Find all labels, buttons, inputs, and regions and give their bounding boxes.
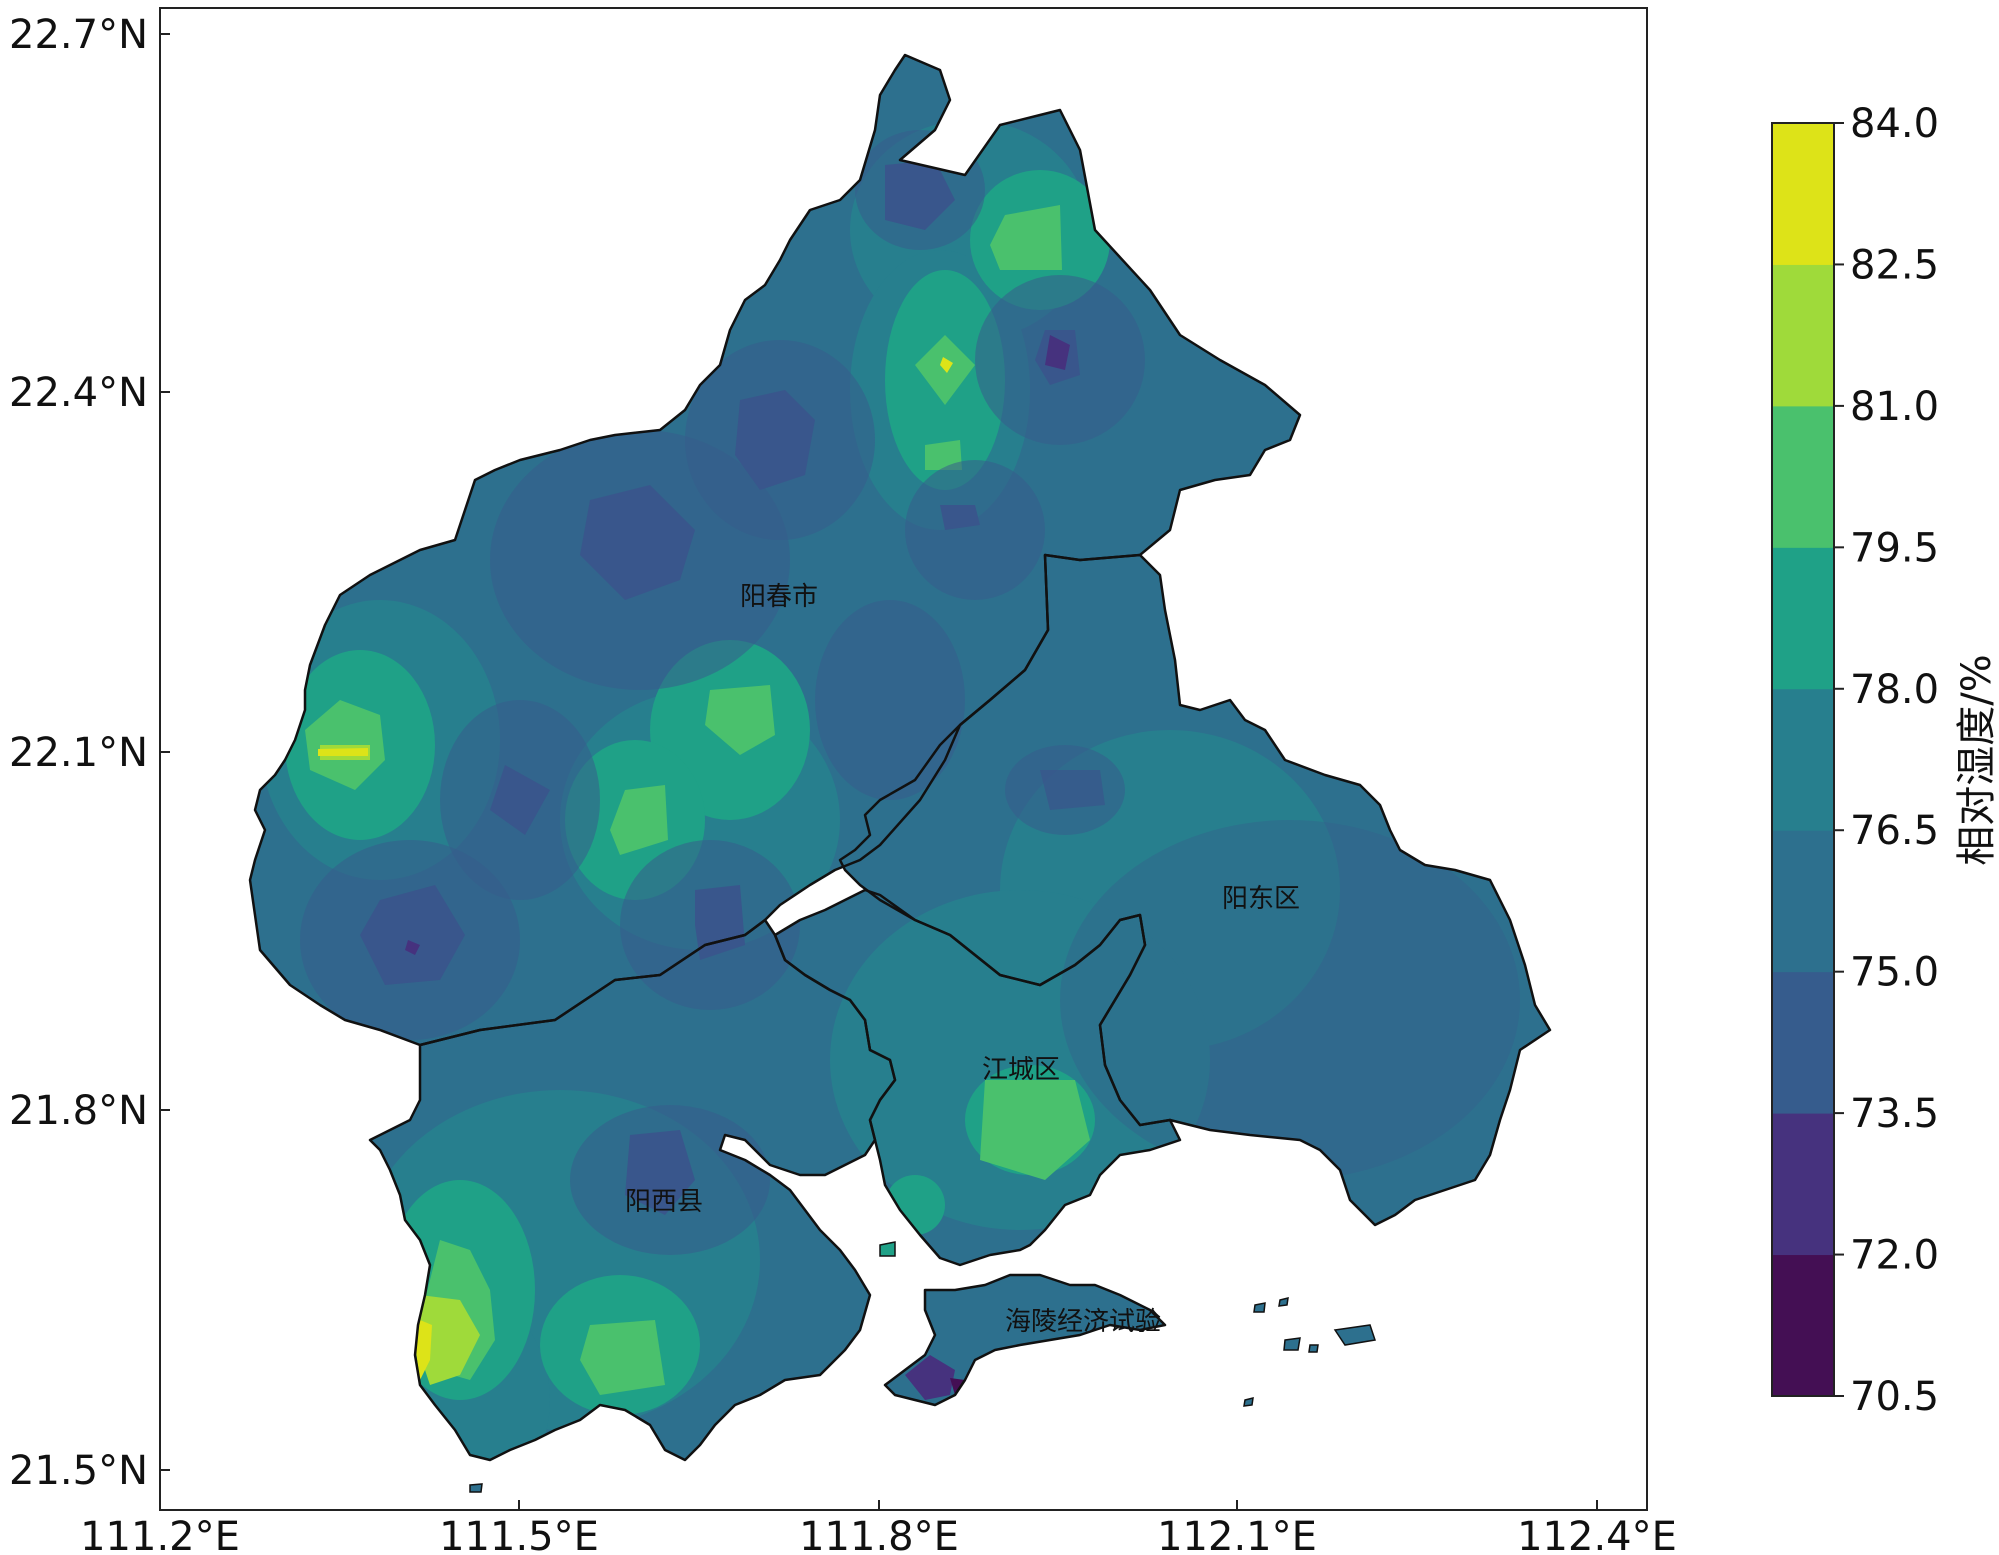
humidity-zone xyxy=(905,460,1045,600)
humidity-zone xyxy=(360,885,465,985)
humidity-zone xyxy=(1045,335,1070,370)
islands xyxy=(469,1241,1376,1493)
colorbar-swatch xyxy=(1772,1113,1834,1256)
colorbar-tick-label: 78.0 xyxy=(1850,667,1939,713)
island xyxy=(1308,1344,1319,1353)
lat-tick-label: 22.7°N xyxy=(9,12,148,58)
island xyxy=(879,1241,896,1257)
humidity-zone xyxy=(695,885,745,960)
humidity-zone xyxy=(415,1320,432,1380)
colorbar-tick-label: 82.5 xyxy=(1850,242,1939,288)
lat-tick-label: 21.8°N xyxy=(9,1088,148,1134)
colorbar-swatch xyxy=(1772,264,1834,407)
lat-tick-label: 22.4°N xyxy=(9,370,148,416)
latitude-axis: 22.7°N 22.4°N 22.1°N 21.8°N 21.5°N xyxy=(9,12,170,1494)
humidity-zone xyxy=(610,785,668,855)
colorbar: 84.0 82.5 81.0 79.5 78.0 76.5 75.0 73.5 72.0 70.5… xyxy=(1771,101,1999,1420)
humidity-zone xyxy=(940,505,980,530)
colorbar-tick-label: 84.0 xyxy=(1850,101,1939,147)
island xyxy=(1333,1324,1376,1346)
island xyxy=(1243,1397,1254,1407)
humidity-zone xyxy=(580,1320,665,1395)
lon-tick-label: 112.1°E xyxy=(1157,1514,1317,1555)
region-label-yangdong: 阳东区 xyxy=(1222,884,1300,914)
humidity-zone xyxy=(990,205,1062,270)
humidity-zone xyxy=(815,600,965,800)
lon-tick-label: 111.5°E xyxy=(439,1514,599,1555)
colorbar-swatch xyxy=(1772,123,1834,265)
humidity-zone xyxy=(885,160,955,230)
colorbar-swatch xyxy=(1772,547,1834,690)
lat-tick-label: 22.1°N xyxy=(9,730,148,776)
humidity-zone xyxy=(940,357,953,373)
region-label-yangxi: 阳西县 xyxy=(625,1187,703,1217)
humidity-zone xyxy=(580,485,695,600)
colorbar-tick-label: 72.0 xyxy=(1850,1233,1939,1279)
humidity-zone xyxy=(980,1080,1090,1180)
colorbar-swatch xyxy=(1772,688,1834,831)
humidity-zone xyxy=(735,390,815,490)
island xyxy=(1283,1337,1301,1351)
colorbar-swatches xyxy=(1772,123,1834,1397)
colorbar-tick-label: 75.0 xyxy=(1850,950,1939,996)
colorbar-tick-label: 73.5 xyxy=(1850,1091,1939,1137)
humidity-zone xyxy=(950,1378,965,1395)
colorbar-swatch xyxy=(1772,830,1834,973)
colorbar-tick-label: 81.0 xyxy=(1850,384,1939,430)
region-label-yangchun: 阳春市 xyxy=(740,582,818,612)
colorbar-frame xyxy=(1771,122,1835,1397)
colorbar-tick-label: 79.5 xyxy=(1850,525,1939,571)
colorbar-label: 相对湿度/% xyxy=(1954,654,1999,865)
humidity-zone xyxy=(625,1130,695,1215)
island xyxy=(1278,1297,1289,1307)
lat-tick-label: 21.5°N xyxy=(9,1448,148,1494)
humidity-zone xyxy=(405,940,420,955)
colorbar-tick-label: 70.5 xyxy=(1850,1374,1939,1420)
colorbar-swatch xyxy=(1772,405,1834,548)
island xyxy=(1253,1302,1266,1313)
humidity-zone xyxy=(705,685,775,755)
humidity-zone xyxy=(318,748,368,756)
lon-tick-label: 111.8°E xyxy=(799,1514,959,1555)
region-label-hailing: 海陵经济试验 xyxy=(1005,1307,1161,1337)
humidity-zone xyxy=(1060,820,1520,1180)
longitude-axis: 111.2°E 111.5°E 111.8°E 112.1°E 112.4°E xyxy=(80,1500,1677,1555)
humidity-zone xyxy=(490,765,550,835)
island xyxy=(469,1483,483,1493)
humidity-zone xyxy=(925,440,962,470)
humidity-zone xyxy=(905,1355,955,1400)
colorbar-ticks: 84.0 82.5 81.0 79.5 78.0 76.5 75.0 73.5 72.0 70.5 xyxy=(1834,101,1939,1420)
lon-tick-label: 111.2°E xyxy=(80,1514,240,1555)
colorbar-swatch xyxy=(1772,971,1834,1114)
colorbar-swatch xyxy=(1772,1254,1834,1397)
region-label-jiangcheng: 江城区 xyxy=(982,1055,1060,1085)
humidity-zone xyxy=(1040,770,1105,810)
lon-tick-label: 112.4°E xyxy=(1517,1514,1677,1555)
humidity-zone xyxy=(830,890,1210,1230)
humidity-zone xyxy=(415,1295,480,1385)
colorbar-tick-label: 76.5 xyxy=(1850,808,1939,854)
